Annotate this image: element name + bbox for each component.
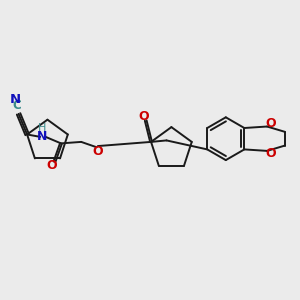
Text: N: N	[10, 93, 21, 106]
Text: O: O	[265, 147, 276, 161]
Text: O: O	[47, 160, 57, 172]
Text: O: O	[139, 110, 149, 122]
Text: O: O	[92, 145, 103, 158]
Text: H: H	[38, 123, 46, 133]
Text: C: C	[13, 99, 22, 112]
Text: O: O	[265, 117, 276, 130]
Text: N: N	[38, 130, 48, 143]
